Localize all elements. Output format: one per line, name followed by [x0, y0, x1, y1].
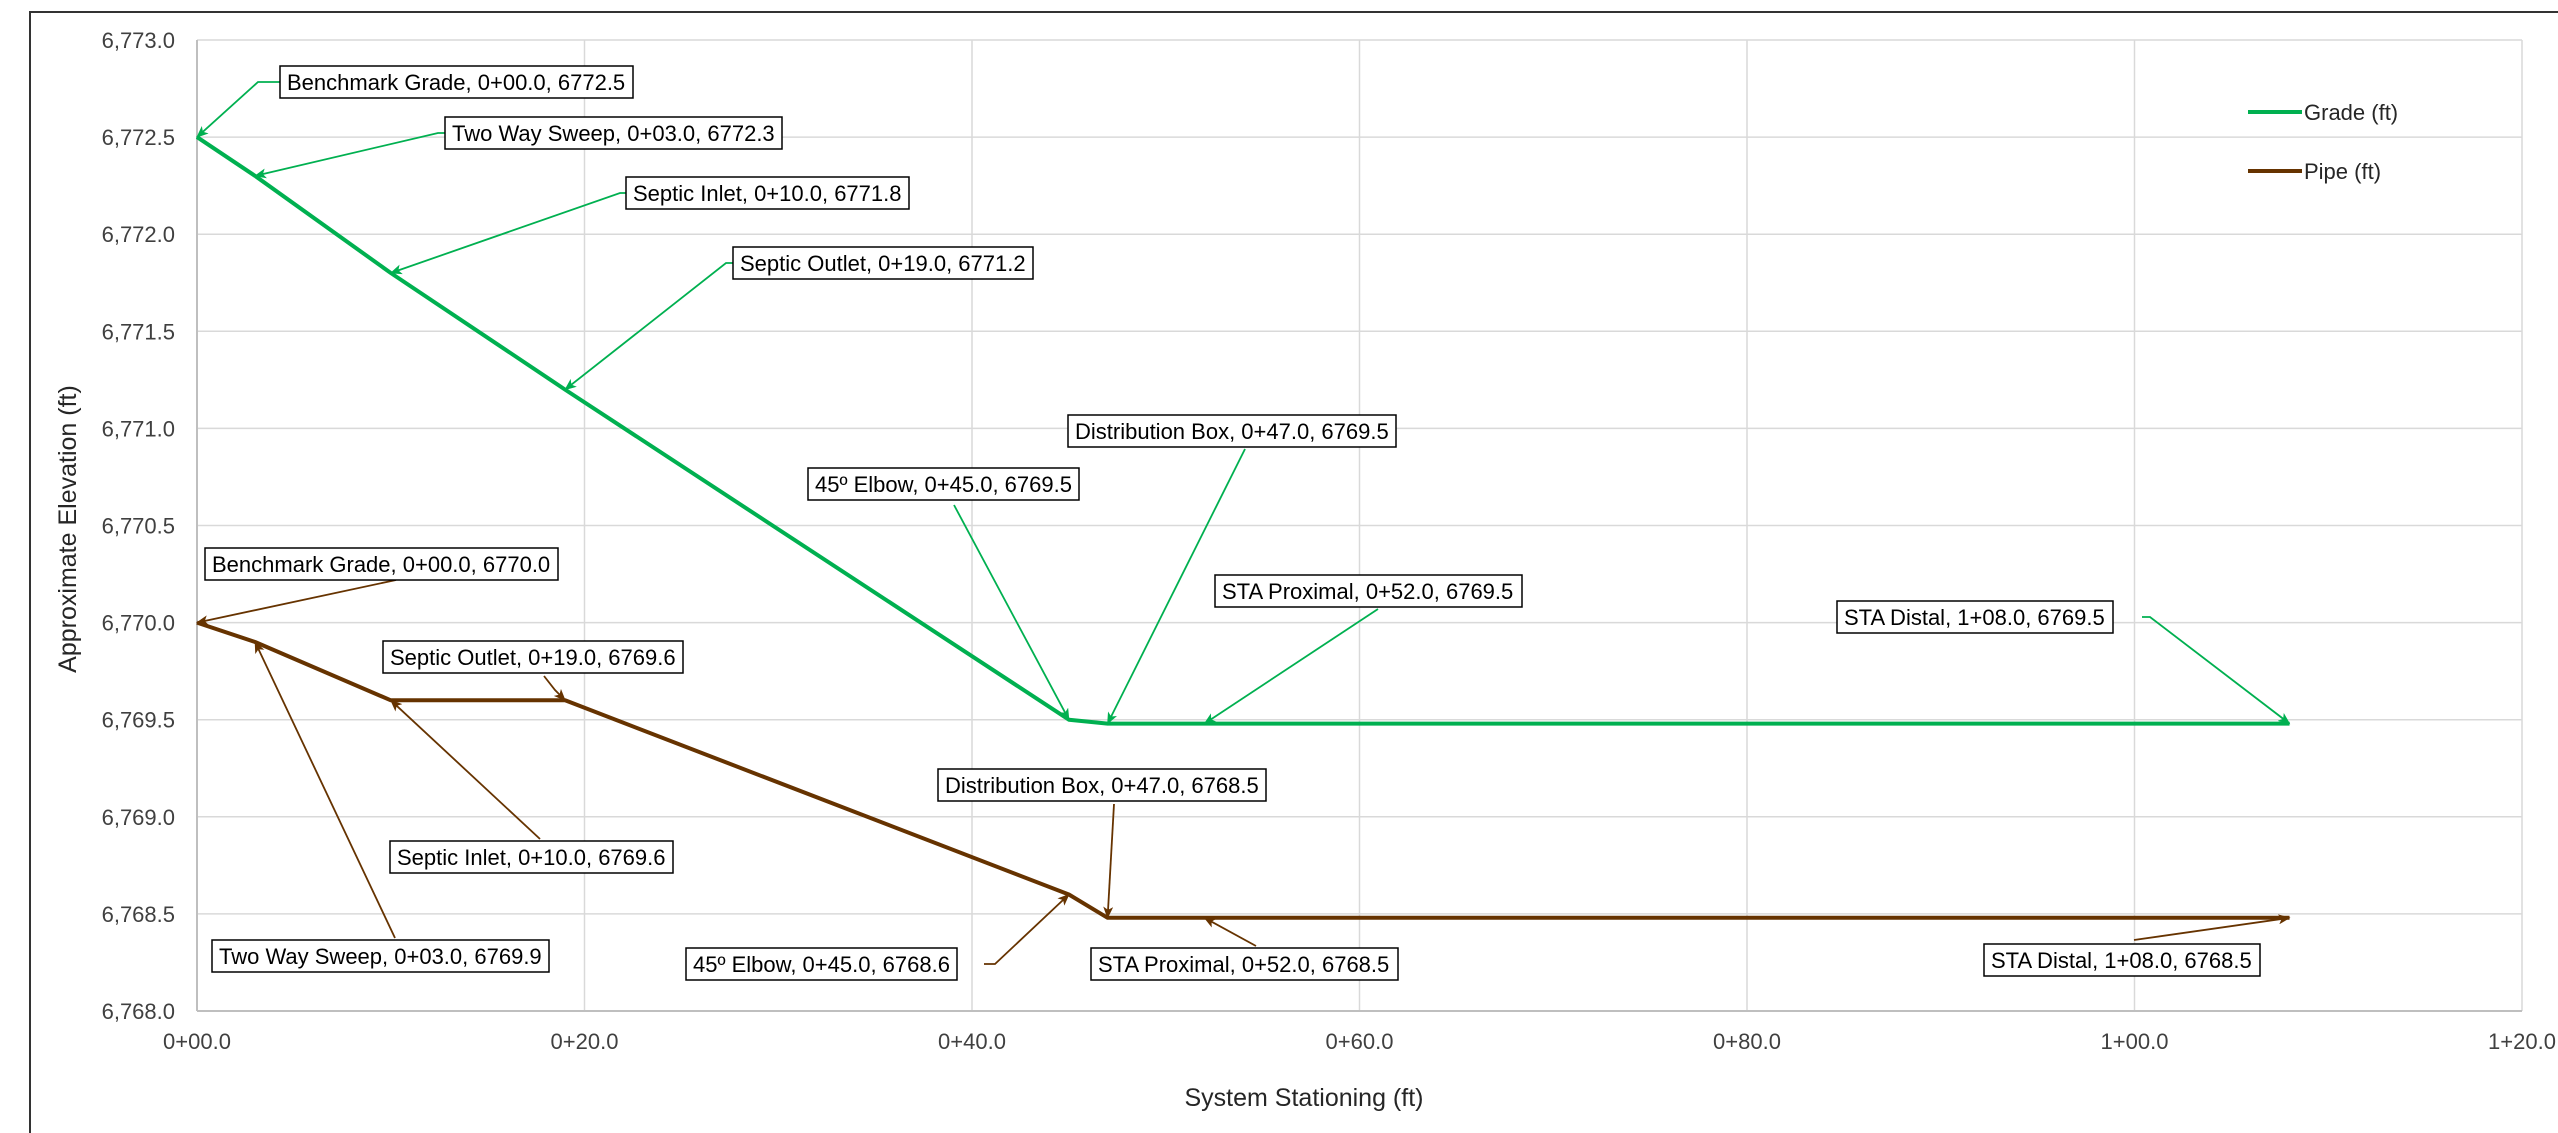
axes-layer: 6,768.0 6,768.5 6,769.0 6,769.5 6,770.0 6,770…: [102, 28, 2556, 1054]
callout-box: [625, 176, 910, 210]
callout-leader-line: [2142, 616, 2291, 725]
callout-grade: Septic Outlet, 0+19.0, 6771.2: [564, 246, 1034, 391]
callout-label: STA Proximal, 0+52.0, 6769.5: [1222, 579, 1513, 604]
callout-box: [211, 939, 550, 973]
y-tick-label: 6,771.5: [102, 319, 175, 344]
callout-leader-line: [2133, 914, 2291, 941]
callout-label: 45º Elbow, 0+45.0, 6768.6: [693, 952, 950, 977]
y-tick-label: 6,772.0: [102, 222, 175, 247]
callout-leader-line: [1203, 917, 1257, 947]
legend-item-grade: Grade (ft): [2248, 100, 2398, 125]
callout-pipe: Septic Outlet, 0+19.0, 6769.6: [382, 640, 684, 702]
callout-box: [444, 116, 783, 150]
callout-pipe: Septic Inlet, 0+10.0, 6769.6: [389, 699, 674, 874]
callout-label: Benchmark Grade, 0+00.0, 6770.0: [212, 552, 550, 577]
series-layer: [195, 135, 2290, 920]
callout-pipe: STA Proximal, 0+52.0, 6768.5: [1090, 917, 1399, 981]
y-axis-title: Approximate Elevation (ft): [54, 385, 82, 673]
callout-leader-line: [389, 192, 626, 275]
callout-leader-line: [1103, 803, 1115, 919]
callout-leader-line: [390, 699, 541, 840]
y-tick-label: 6,769.5: [102, 708, 175, 733]
y-tick-label: 6,772.5: [102, 125, 175, 150]
callout-label: Septic Outlet, 0+19.0, 6769.6: [390, 645, 676, 670]
x-tick-label: 0+20.0: [551, 1029, 619, 1054]
callout-box: [1090, 947, 1399, 981]
legend-label: Grade (ft): [2304, 100, 2398, 125]
callout-box: [389, 840, 674, 874]
callout-leader-line: [254, 641, 396, 939]
callout-label: Septic Inlet, 0+10.0, 6771.8: [633, 181, 901, 206]
callout-pipe: Distribution Box, 0+47.0, 6768.5: [937, 768, 1267, 919]
callout-label: Distribution Box, 0+47.0, 6769.5: [1075, 419, 1389, 444]
callout-grade: Distribution Box, 0+47.0, 6769.5: [1067, 414, 1397, 725]
callout-grade: Benchmark Grade, 0+00.0, 6772.5: [196, 65, 634, 138]
callout-leader-line: [1106, 448, 1246, 725]
callout-leader-line: [196, 81, 280, 138]
callout-label: Benchmark Grade, 0+00.0, 6772.5: [287, 70, 625, 95]
callout-box: [382, 640, 684, 674]
callout-label: Distribution Box, 0+47.0, 6768.5: [945, 773, 1259, 798]
callout-label: Septic Inlet, 0+10.0, 6769.6: [397, 845, 665, 870]
x-tick-label: 0+60.0: [1326, 1029, 1394, 1054]
chart-border: [29, 11, 2558, 1133]
callout-box: [685, 947, 958, 981]
x-tick-label: 1+00.0: [2101, 1029, 2169, 1054]
y-tick-label: 6,771.0: [102, 416, 175, 441]
callout-grade: Septic Inlet, 0+10.0, 6771.8: [389, 176, 910, 275]
x-tick-label: 0+40.0: [938, 1029, 1006, 1054]
callout-label: Two Way Sweep, 0+03.0, 6769.9: [219, 944, 542, 969]
legend-label: Pipe (ft): [2304, 159, 2381, 184]
y-tick-label: 6,768.5: [102, 902, 175, 927]
y-tick-label: 6,768.0: [102, 999, 175, 1024]
callout-layer: Benchmark Grade, 0+00.0, 6772.5 Two Way S…: [196, 65, 2291, 981]
y-tick-label: 6,773.0: [102, 28, 175, 53]
callout-box: [279, 65, 634, 99]
series-line-pipe: [196, 620, 2290, 920]
callout-leader-line: [1203, 608, 1379, 725]
legend-layer: Grade (ft) Pipe (ft): [2248, 100, 2398, 184]
y-tick-label: 6,770.5: [102, 514, 175, 539]
callout-leader-line: [196, 579, 397, 626]
callout-box: [204, 547, 559, 581]
callout-box: [1214, 574, 1523, 608]
callout-label: 45º Elbow, 0+45.0, 6769.5: [815, 472, 1072, 497]
callout-pipe: 45º Elbow, 0+45.0, 6768.6: [685, 893, 1070, 981]
callout-grade: STA Proximal, 0+52.0, 6769.5: [1203, 574, 1523, 725]
callout-box: [937, 768, 1267, 802]
callout-label: Two Way Sweep, 0+03.0, 6772.3: [452, 121, 775, 146]
series-line-grade: [195, 135, 2290, 726]
callout-pipe: STA Distal, 1+08.0, 6768.5: [1983, 914, 2291, 977]
callout-pipe: Two Way Sweep, 0+03.0, 6769.9: [211, 641, 550, 973]
callout-grade: 45º Elbow, 0+45.0, 6769.5: [807, 467, 1080, 721]
x-tick-label: 0+80.0: [1713, 1029, 1781, 1054]
callout-grade: STA Distal, 1+08.0, 6769.5: [1836, 600, 2291, 725]
callout-leader-line: [543, 675, 566, 702]
callout-box: [732, 246, 1034, 280]
callout-leader-line: [254, 132, 445, 179]
callout-leader-line: [564, 262, 733, 391]
callout-box: [807, 467, 1080, 501]
callout-label: STA Distal, 1+08.0, 6769.5: [1844, 605, 2105, 630]
callout-box: [1836, 600, 2114, 634]
callout-label: Septic Outlet, 0+19.0, 6771.2: [740, 251, 1026, 276]
callout-label: STA Distal, 1+08.0, 6768.5: [1991, 948, 2252, 973]
callout-box: [1067, 414, 1397, 448]
y-tick-label: 6,770.0: [102, 611, 175, 636]
x-axis-title: System Stationing (ft): [1185, 1084, 1424, 1112]
y-tick-label: 6,769.0: [102, 805, 175, 830]
callout-leader-line: [984, 893, 1070, 965]
callout-box: [1983, 943, 2261, 977]
x-tick-label: 1+20.0: [2488, 1029, 2556, 1054]
callout-leader-line: [953, 504, 1070, 721]
x-tick-label: 0+00.0: [163, 1029, 231, 1054]
callout-grade: Two Way Sweep, 0+03.0, 6772.3: [254, 116, 783, 179]
legend-item-pipe: Pipe (ft): [2248, 159, 2381, 184]
callout-label: STA Proximal, 0+52.0, 6768.5: [1098, 952, 1389, 977]
callout-pipe: Benchmark Grade, 0+00.0, 6770.0: [196, 547, 559, 626]
